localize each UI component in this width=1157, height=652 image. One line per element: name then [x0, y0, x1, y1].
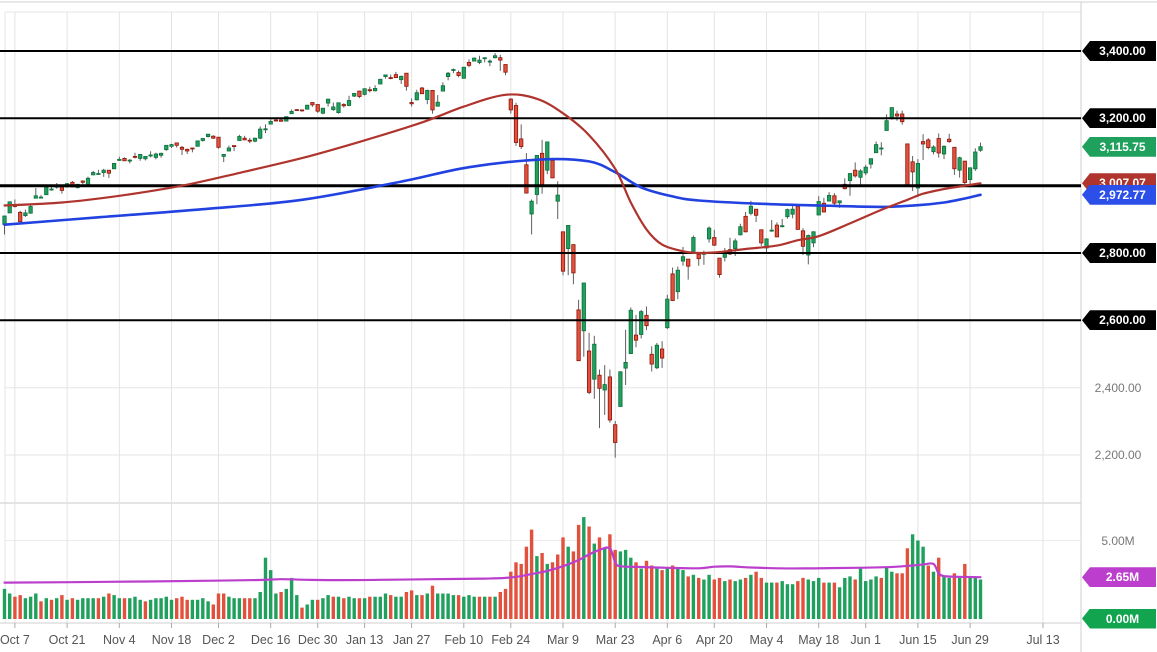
time-tick-label: May 18 [798, 633, 840, 647]
price-axis[interactable]: 3,400.00 3,200.00 3,115.75 3,007.07 2,97… [1082, 0, 1157, 652]
last-price-label: 3,115.75 [1082, 136, 1156, 157]
ma-slow-value-label: 2,972.77 [1082, 184, 1156, 205]
level-tag-3: 2,600.00 [1082, 310, 1156, 331]
time-tick-label: Jan 27 [392, 633, 431, 647]
time-tick-label: Jun 29 [951, 633, 989, 647]
time-tick-label: Jul 13 [1026, 633, 1060, 647]
ma-fast-line[interactable] [3, 93, 982, 255]
time-tick-label: Jun 1 [850, 633, 881, 647]
time-tick-label: Dec 30 [297, 633, 338, 647]
time-tick-label: Jan 13 [345, 633, 384, 647]
time-tick-label: Mar 23 [595, 633, 635, 647]
time-tick-label: Oct 7 [0, 633, 30, 647]
time-tick-label: Dec 16 [250, 633, 291, 647]
candles [2, 53, 983, 458]
time-tick-label: Apr 6 [652, 633, 683, 647]
volume-zero-label: 0.00M [1082, 608, 1156, 629]
volume-scale-label-5m: 5.00M [1101, 533, 1135, 548]
time-tick-label: Feb 24 [491, 633, 531, 647]
price-scale-label-2200: 2,200.00 [1094, 448, 1142, 462]
time-tick-label: May 4 [749, 633, 784, 647]
volume-ma-line[interactable] [3, 546, 982, 584]
level-lines[interactable] [0, 50, 1081, 322]
time-tick-label: Mar 9 [547, 633, 579, 647]
time-tick-label: Oct 21 [48, 633, 86, 647]
level-tag-2: 2,800.00 [1082, 243, 1156, 263]
time-tick-label: Feb 10 [444, 633, 484, 647]
volume-ma-value-label: 2.65M [1082, 567, 1156, 588]
volume-bars [2, 517, 983, 619]
time-tick-label: Jun 15 [899, 633, 937, 647]
ma-slow-line[interactable] [3, 157, 982, 226]
level-tag-0: 3,400.00 [1082, 41, 1156, 61]
time-tick-label: Nov 4 [102, 633, 136, 647]
level-tag-1: 3,200.00 [1082, 108, 1156, 129]
price-scale-label-2400: 2,400.00 [1094, 380, 1142, 395]
time-tick-label: Nov 18 [151, 633, 192, 647]
time-tick-label: Apr 20 [695, 633, 733, 647]
time-tick-label: Dec 2 [202, 633, 235, 647]
time-axis[interactable]: Oct 7 Oct 21 Nov 4 Nov 18 Dec 2 Dec 16 Dec 30 J… [0, 626, 1082, 652]
